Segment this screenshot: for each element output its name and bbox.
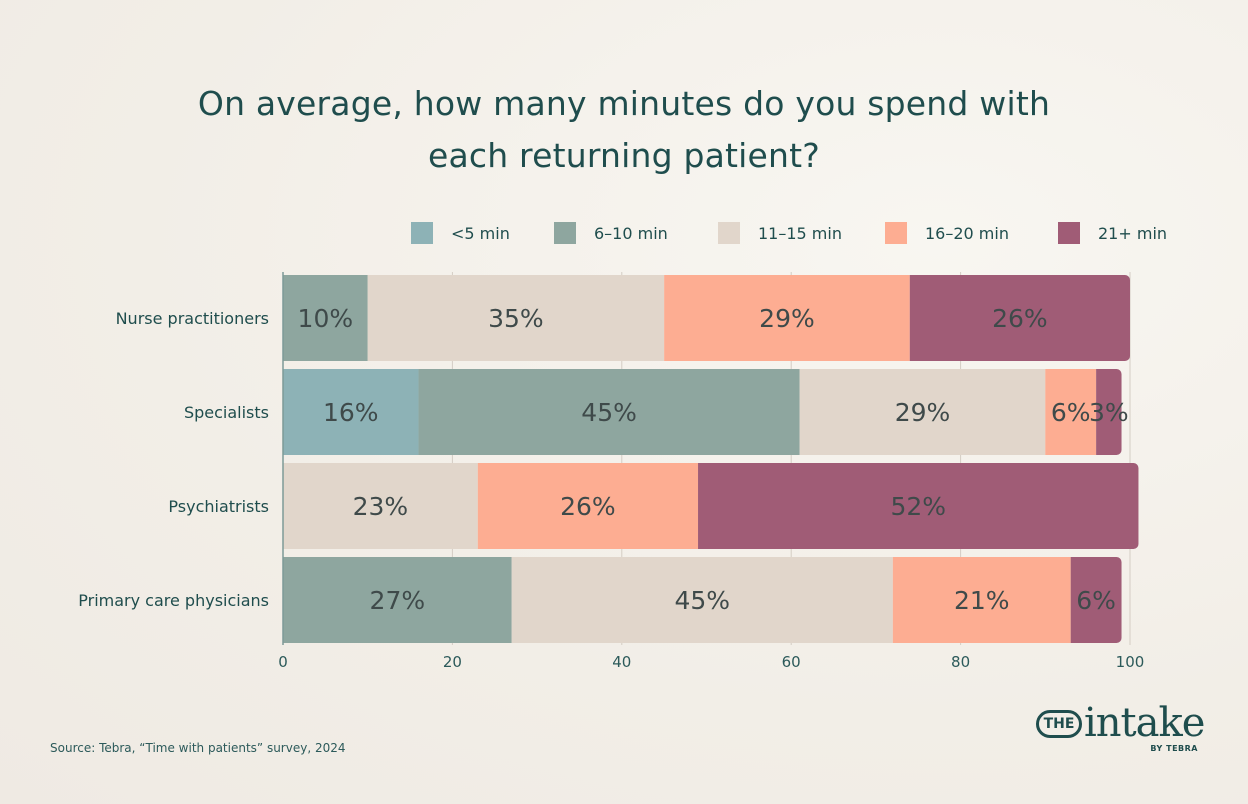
bar-primary-care-physicians-series-3 [892,557,1071,643]
bar-end-cap-psychiatrists [1124,463,1139,549]
legend-swatch-21plus [1058,222,1080,244]
legend-item-6-10: 6–10 min [554,220,668,246]
category-label-0: Nurse practitioners [116,309,269,328]
data-label-specialists-series-4: 3% [1089,398,1129,427]
data-label-primary-care-physicians-series-1: 27% [370,586,426,615]
legend-item-lt5: <5 min [411,220,510,246]
bar-primary-care-physicians-series-2 [511,557,893,643]
data-label-primary-care-physicians-series-4: 6% [1076,586,1116,615]
logo-wordmark: intake [1084,700,1205,746]
legend-swatch-lt5 [411,222,433,244]
legend-label-16-20: 16–20 min [925,223,1009,243]
category-label-3: Primary care physicians [78,591,269,610]
x-tick-label-60: 60 [782,653,801,671]
source-note: Source: Tebra, “Time with patients” surv… [50,741,346,755]
legend-label-lt5: <5 min [451,223,510,243]
x-tick-label-40: 40 [612,653,631,671]
chart-title-line-2: each returning patient? [427,136,821,176]
logo-the-badge: THE [1036,710,1082,738]
legend-swatch-11-15 [718,222,740,244]
data-label-specialists-series-2: 29% [895,398,951,427]
legend-swatch-6-10 [554,222,576,244]
data-label-primary-care-physicians-series-2: 45% [674,586,730,615]
x-tick-label-80: 80 [951,653,970,671]
data-label-nurse-practitioners-series-1: 10% [298,304,354,333]
bar-primary-care-physicians-series-1 [283,557,512,643]
data-label-nurse-practitioners-series-2: 35% [488,304,544,333]
data-label-psychiatrists-series-2: 23% [353,492,409,521]
bar-end-cap-nurse-practitioners [1116,275,1130,361]
data-label-specialists-series-1: 45% [581,398,637,427]
the-intake-logo: THE intake BY TEBRA [1036,700,1206,760]
bar-nurse-practitioners-series-2 [367,275,665,361]
bar-specialists-series-3 [1045,369,1097,455]
chart-title: On average, how many minutes do you spen… [0,78,1248,182]
data-label-psychiatrists-series-3: 26% [560,492,616,521]
bar-psychiatrists-series-4 [698,463,1133,549]
bar-psychiatrists-series-2 [283,463,478,549]
chart-title-line-1: On average, how many minutes do you spen… [197,84,1051,124]
bar-end-cap-primary-care-physicians [1107,557,1122,643]
legend-swatch-16-20 [885,222,907,244]
logo-by-tebra: BY TEBRA [1150,744,1198,753]
data-label-specialists-series-3: 6% [1051,398,1091,427]
legend-label-6-10: 6–10 min [594,223,668,243]
x-tick-label-0: 0 [278,653,288,671]
data-label-psychiatrists-series-4: 52% [890,492,946,521]
x-tick-label-20: 20 [443,653,462,671]
bar-nurse-practitioners-series-1 [283,275,368,361]
bar-specialists-series-2 [799,369,1046,455]
data-label-primary-care-physicians-series-3: 21% [954,586,1010,615]
legend-item-21plus: 21+ min [1058,220,1167,246]
data-label-specialists-series-0: 16% [323,398,379,427]
bar-specialists-series-1 [418,369,800,455]
bar-nurse-practitioners-series-3 [664,275,910,361]
legend-label-21plus: 21+ min [1098,223,1168,243]
legend-item-11-15: 11–15 min [718,220,842,246]
bar-psychiatrists-series-3 [477,463,699,549]
bar-nurse-practitioners-series-4 [909,275,1124,361]
category-label-2: Psychiatrists [168,497,269,516]
data-label-nurse-practitioners-series-4: 26% [992,304,1048,333]
bar-specialists-series-0 [283,369,419,455]
legend-label-11-15: 11–15 min [758,223,842,243]
x-tick-label-100: 100 [1116,653,1145,671]
legend-item-16-20: 16–20 min [885,220,1009,246]
category-label-1: Specialists [184,403,269,422]
bar-end-cap-specialists [1107,369,1122,455]
data-label-nurse-practitioners-series-3: 29% [759,304,815,333]
